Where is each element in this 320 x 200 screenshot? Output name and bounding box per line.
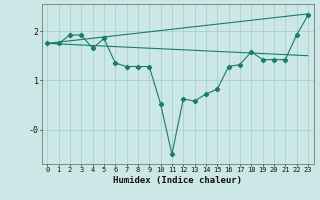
- X-axis label: Humidex (Indice chaleur): Humidex (Indice chaleur): [113, 176, 242, 185]
